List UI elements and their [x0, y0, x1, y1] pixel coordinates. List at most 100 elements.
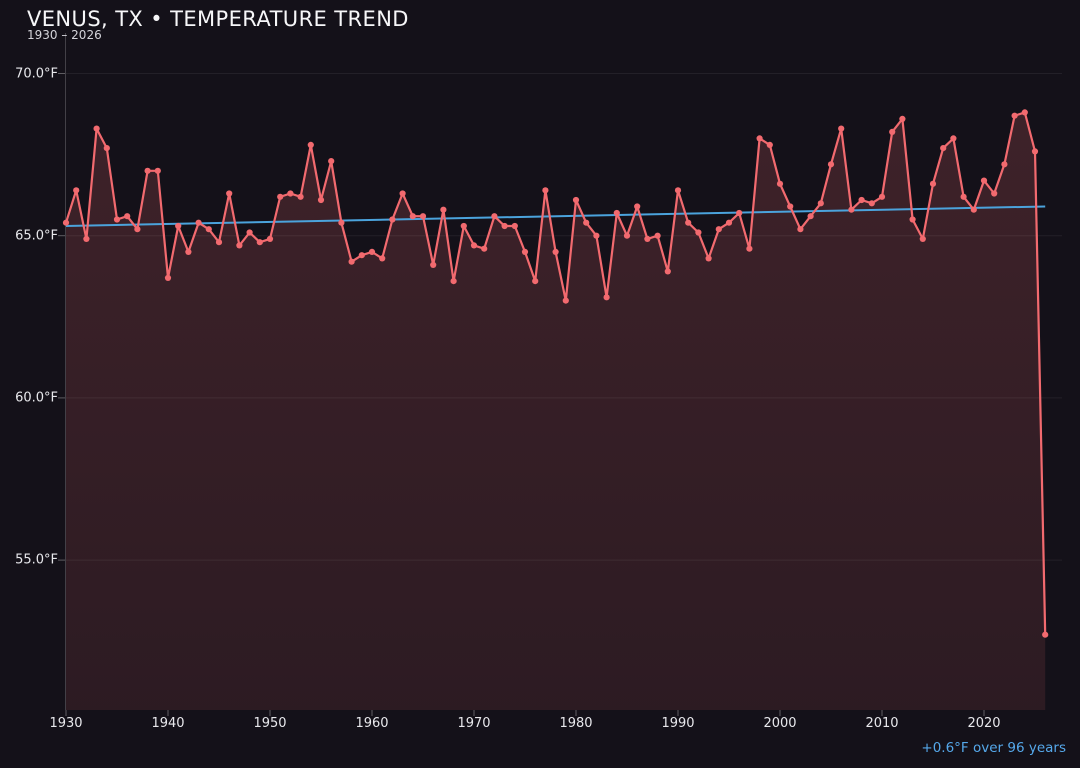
data-point: [205, 226, 212, 233]
data-point: [113, 216, 121, 223]
data-point: [175, 222, 182, 230]
data-point: [756, 135, 763, 142]
data-point: [715, 226, 722, 233]
data-point: [613, 209, 620, 217]
x-axis-tick-label: 1960: [355, 716, 389, 731]
x-axis-tick-label: 2010: [865, 716, 899, 731]
data-point: [103, 145, 110, 152]
data-point: [83, 235, 90, 242]
data-point: [848, 206, 855, 213]
data-point: [368, 248, 376, 255]
data-point: [134, 226, 141, 233]
data-point: [725, 219, 733, 226]
data-point: [460, 222, 467, 230]
data-point: [1021, 109, 1028, 116]
data-point: [623, 232, 631, 239]
data-point: [338, 219, 345, 226]
data-point: [980, 177, 988, 184]
data-point: [440, 206, 447, 213]
data-point: [552, 248, 559, 255]
y-axis-tick-label: 65.0°F: [15, 228, 58, 244]
x-axis-tick-label: 1980: [559, 716, 593, 731]
data-point: [817, 200, 824, 207]
data-point: [970, 206, 977, 213]
data-point: [572, 196, 580, 204]
data-point: [419, 213, 427, 220]
data-point: [736, 209, 743, 217]
data-point: [827, 161, 835, 168]
data-point: [358, 252, 365, 259]
data-point: [236, 242, 243, 249]
data-point: [287, 190, 294, 197]
data-point: [838, 125, 845, 132]
data-point: [164, 274, 172, 281]
x-axis-tick-label: 1930: [49, 716, 83, 731]
chart-subtitle: 1930 – 2026: [27, 28, 102, 42]
data-point: [226, 190, 233, 197]
data-point: [266, 235, 274, 242]
data-point: [634, 203, 641, 210]
data-point: [950, 135, 957, 142]
data-point: [685, 219, 692, 226]
data-point: [521, 248, 529, 255]
data-point: [430, 261, 437, 268]
data-point: [399, 190, 406, 197]
data-point: [766, 141, 773, 148]
x-axis-tick-label: 2000: [763, 716, 797, 731]
data-point: [746, 245, 753, 252]
data-point: [185, 248, 192, 255]
data-point: [215, 239, 223, 246]
data-point: [379, 255, 386, 262]
data-point: [603, 294, 610, 301]
data-point: [195, 219, 202, 226]
data-point: [889, 128, 896, 135]
trend-line: [65, 205, 1046, 227]
data-point: [450, 278, 457, 285]
data-point: [1001, 161, 1008, 168]
data-point: [328, 158, 335, 165]
y-axis-tick-label: 60.0°F: [15, 390, 58, 406]
data-point: [776, 180, 784, 187]
data-point: [1011, 112, 1018, 119]
x-axis-tick-label: 2020: [967, 716, 1001, 731]
data-point: [919, 235, 926, 242]
data-point: [705, 255, 712, 262]
x-axis-tick-label: 1990: [661, 716, 695, 731]
data-point: [960, 193, 967, 200]
data-point: [909, 216, 916, 223]
area-fill: [66, 112, 1046, 710]
data-point: [940, 145, 947, 152]
data-point: [144, 167, 151, 174]
data-point: [348, 258, 355, 265]
data-point: [664, 268, 671, 275]
data-point: [674, 187, 682, 194]
data-point: [878, 193, 886, 200]
data-point: [542, 187, 549, 194]
data-point: [409, 213, 416, 220]
data-point: [593, 232, 600, 239]
data-point: [389, 216, 396, 223]
data-point: [807, 213, 814, 220]
data-point: [797, 226, 804, 233]
x-axis-tick-label: 1940: [151, 716, 185, 731]
data-point: [62, 219, 70, 226]
data-point: [246, 229, 253, 236]
data-point: [277, 193, 284, 200]
data-point: [297, 193, 304, 200]
data-point: [501, 222, 508, 230]
data-point: [154, 167, 161, 174]
data-point: [644, 235, 651, 242]
x-axis-tick-label: 1970: [457, 716, 491, 731]
trend-annotation: +0.6°F over 96 years: [921, 740, 1066, 756]
data-point: [470, 242, 478, 249]
data-point: [317, 196, 325, 204]
data-point: [511, 222, 518, 230]
data-point: [868, 200, 875, 207]
data-point: [1042, 631, 1049, 638]
data-point: [929, 180, 937, 187]
data-point: [124, 213, 131, 220]
data-point: [991, 190, 998, 197]
data-point: [93, 125, 100, 132]
data-point: [532, 278, 539, 285]
